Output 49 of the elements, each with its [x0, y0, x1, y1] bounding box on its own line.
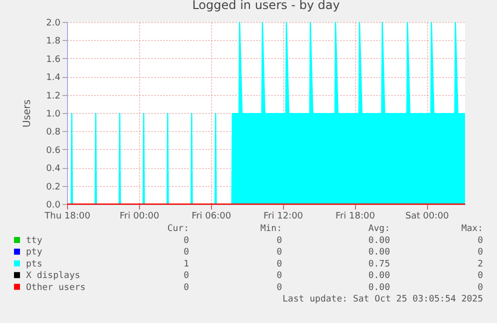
x-tick-label: Fri 12:00	[264, 212, 304, 222]
text: 0	[276, 259, 282, 270]
text: Cur:	[167, 224, 189, 234]
y-tick-label: 1.0	[46, 110, 61, 120]
y-axis-title: Users	[22, 99, 34, 128]
text: Avg:	[368, 224, 390, 234]
y-tick-label: 0.4	[46, 164, 61, 174]
x-tick-label: Fri 00:00	[120, 212, 160, 222]
text: 0	[184, 271, 189, 282]
text: 0	[276, 271, 282, 282]
text: 0	[478, 271, 483, 282]
legend-label: pty	[26, 248, 43, 258]
y-tick-label: 0.6	[46, 146, 61, 156]
y-tick-label: 1.8	[46, 36, 61, 47]
text: 1	[184, 259, 189, 270]
text: 0	[276, 282, 282, 293]
y-tick-label: 0.2	[46, 182, 60, 192]
text: 0.00	[368, 236, 390, 246]
y-tick-label: 0.8	[46, 128, 61, 138]
y-tick-label: 1.2	[46, 91, 60, 102]
text: 0.00	[368, 248, 390, 258]
text: 0	[184, 236, 189, 246]
legend-label: Other users	[26, 282, 86, 293]
text: 0	[184, 248, 189, 258]
text: 2	[478, 259, 483, 270]
chart-title: Logged in users - by day	[192, 0, 340, 12]
text: 0	[184, 282, 189, 293]
text: 0	[478, 248, 483, 258]
y-tick-label: 0.0	[46, 200, 61, 210]
text: 0	[478, 282, 483, 293]
x-tick-label: Fri 06:00	[192, 212, 232, 222]
text: 0	[276, 236, 282, 246]
text: Min:	[260, 224, 282, 234]
legend-label: pts	[26, 259, 42, 270]
x-tick-label: Sat 00:00	[405, 212, 450, 222]
text: Last update: Sat Oct 25 03:05:54 2025	[282, 294, 483, 304]
y-tick-label: 1.4	[46, 73, 61, 84]
legend-label: X displays	[26, 271, 80, 282]
y-tick-label: 1.6	[46, 54, 61, 65]
y-tick-label: 2.0	[46, 18, 61, 28]
x-tick-label: Fri 18:00	[335, 212, 376, 222]
text: 0.00	[368, 282, 390, 293]
text: 0	[276, 248, 282, 258]
text: 0	[478, 236, 483, 246]
text: Max:	[461, 224, 483, 234]
text: 0.00	[368, 271, 390, 282]
x-tick-label: Thu 18:00	[44, 212, 91, 222]
legend-label: tty	[26, 236, 43, 246]
text: 0.75	[368, 259, 390, 270]
